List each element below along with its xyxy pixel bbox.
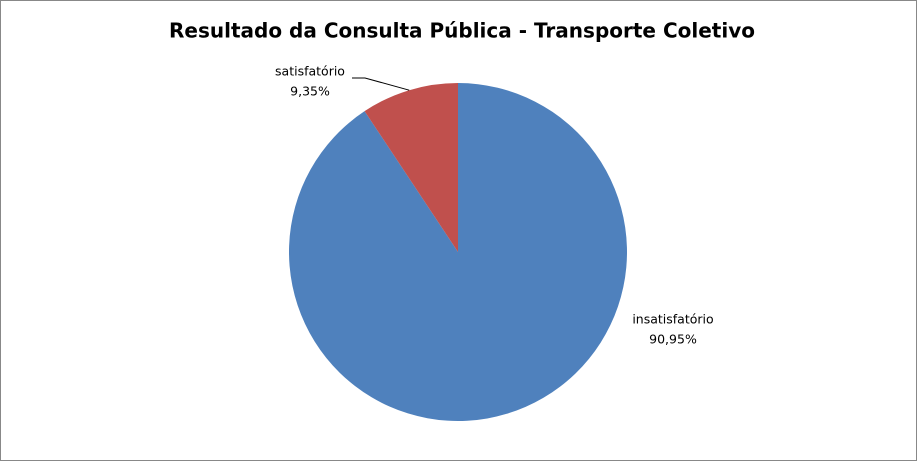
slice-value-label: 90,95% [649,332,697,347]
pie-slice [288,83,627,422]
pie-slice [364,83,458,252]
leader-line [352,77,410,91]
slice-label: insatisfatório [632,312,713,327]
slice-label: satisfatório [275,64,345,79]
chart-title: Resultado da Consulta Pública - Transpor… [169,19,755,43]
slice-value-label: 9,35% [290,84,330,99]
